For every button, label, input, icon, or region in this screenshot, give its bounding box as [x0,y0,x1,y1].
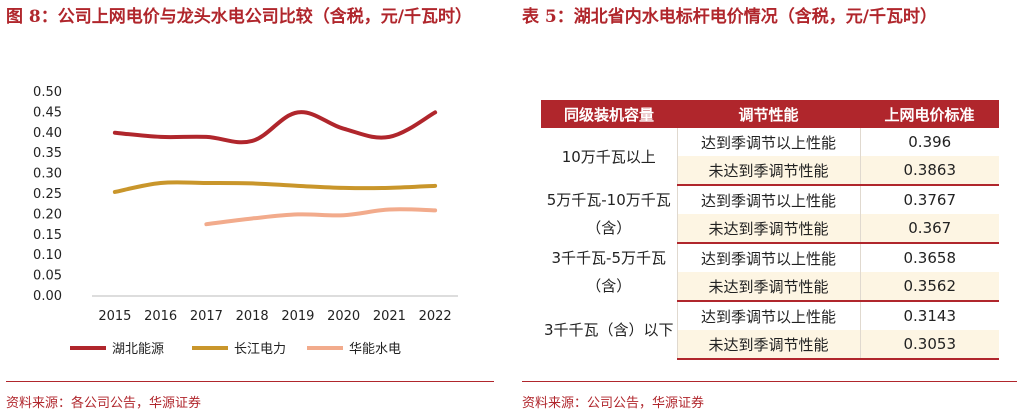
y-tick-label: 0.05 [33,269,62,284]
table-row: 10万千瓦以上 达到季调节以上性能 0.396 [541,128,999,185]
y-tick-label: 0.30 [33,167,62,182]
left-divider [6,381,494,382]
price-cell: 0.3562 [860,272,999,302]
capacity-cell: 3千千瓦-5万千瓦（含） [541,243,678,301]
price-cell: 0.3143 [860,301,999,330]
regulation-cell: 未达到季调节性能 [677,330,861,360]
x-tick-label: 2021 [373,309,406,324]
y-tick-label: 0.00 [33,289,62,304]
price-cell: 0.3658 [860,243,999,272]
table-source: 资料来源：公司公告，华源证券 [522,396,705,411]
regulation-cell: 未达到季调节性能 [677,214,861,244]
x-tick-label: 2019 [281,309,314,324]
right-divider [522,381,1017,382]
y-tick-label: 0.45 [33,105,62,120]
y-tick-label: 0.15 [33,228,62,243]
table-header-row: 同级装机容量 调节性能 上网电价标准 [541,100,999,128]
x-tick-label: 2018 [236,309,269,324]
legend-label: 长江电力 [234,342,286,357]
table-title: 表 5：湖北省内水电标杆电价情况（含税，元/千瓦时） [522,7,937,27]
table-row: 3千千瓦（含）以下 达到季调节以上性能 0.3143 [541,301,999,359]
figure-source: 资料来源：各公司公告，华源证券 [6,396,202,411]
x-tick-label: 2015 [98,309,131,324]
price-table: 同级装机容量 调节性能 上网电价标准 10万千瓦以上 达到季调节以上性能 0.396… [541,100,999,360]
y-tick-label: 0.50 [33,85,62,100]
price-cell: 0.3863 [860,156,999,186]
price-cell: 0.3053 [860,330,999,360]
price-cell: 0.396 [860,128,999,156]
series-line-3 [204,207,438,227]
series-line-1 [112,110,438,145]
table-row: 未达到季调节性能 0.3053 [541,330,999,360]
line-chart: 0.00 0.05 0.10 0.15 0.20 0.25 0.30 0.35 0.40 0.45… [33,85,458,357]
header-capacity: 同级装机容量 [541,100,677,128]
figure-title: 图 8：公司上网电价与龙头水电公司比较（含税，元/千瓦时） [6,7,472,27]
y-tick-label: 0.10 [33,248,62,263]
regulation-cell: 未达到季调节性能 [677,272,861,302]
capacity-cell: 3千千瓦（含）以下 [541,301,678,359]
x-tick-label: 2022 [419,309,452,324]
legend-label: 湖北能源 [112,342,164,357]
header-regulation: 调节性能 [677,100,860,128]
table-row: 3千千瓦-5万千瓦（含） 达到季调节以上性能 0.3658 [541,243,999,301]
y-tick-label: 0.20 [33,207,62,222]
capacity-cell: 5万千瓦-10万千瓦（含） [541,185,678,243]
legend-label: 华能水电 [349,342,401,357]
series-line-2 [112,180,438,194]
capacity-cell: 10万千瓦以上 [541,128,678,185]
regulation-cell: 达到季调节以上性能 [677,128,861,156]
table-row: 未达到季调节性能 0.3863 [541,156,999,186]
x-tick-label: 2016 [144,309,177,324]
x-tick-label: 2020 [327,309,360,324]
price-cell: 0.367 [860,214,999,244]
regulation-cell: 达到季调节以上性能 [677,185,861,214]
table-row: 未达到季调节性能 0.367 [541,214,999,244]
table-row: 5万千瓦-10万千瓦（含） 达到季调节以上性能 0.3767 [541,185,999,243]
regulation-cell: 达到季调节以上性能 [677,301,861,330]
regulation-cell: 达到季调节以上性能 [677,243,861,272]
table-row: 未达到季调节性能 0.3562 [541,272,999,302]
price-cell: 0.3767 [860,185,999,214]
y-tick-label: 0.35 [33,146,62,161]
x-tick-label: 2017 [190,309,223,324]
y-tick-label: 0.25 [33,187,62,202]
y-tick-label: 0.40 [33,126,62,141]
regulation-cell: 未达到季调节性能 [677,156,861,186]
header-price: 上网电价标准 [860,100,999,128]
